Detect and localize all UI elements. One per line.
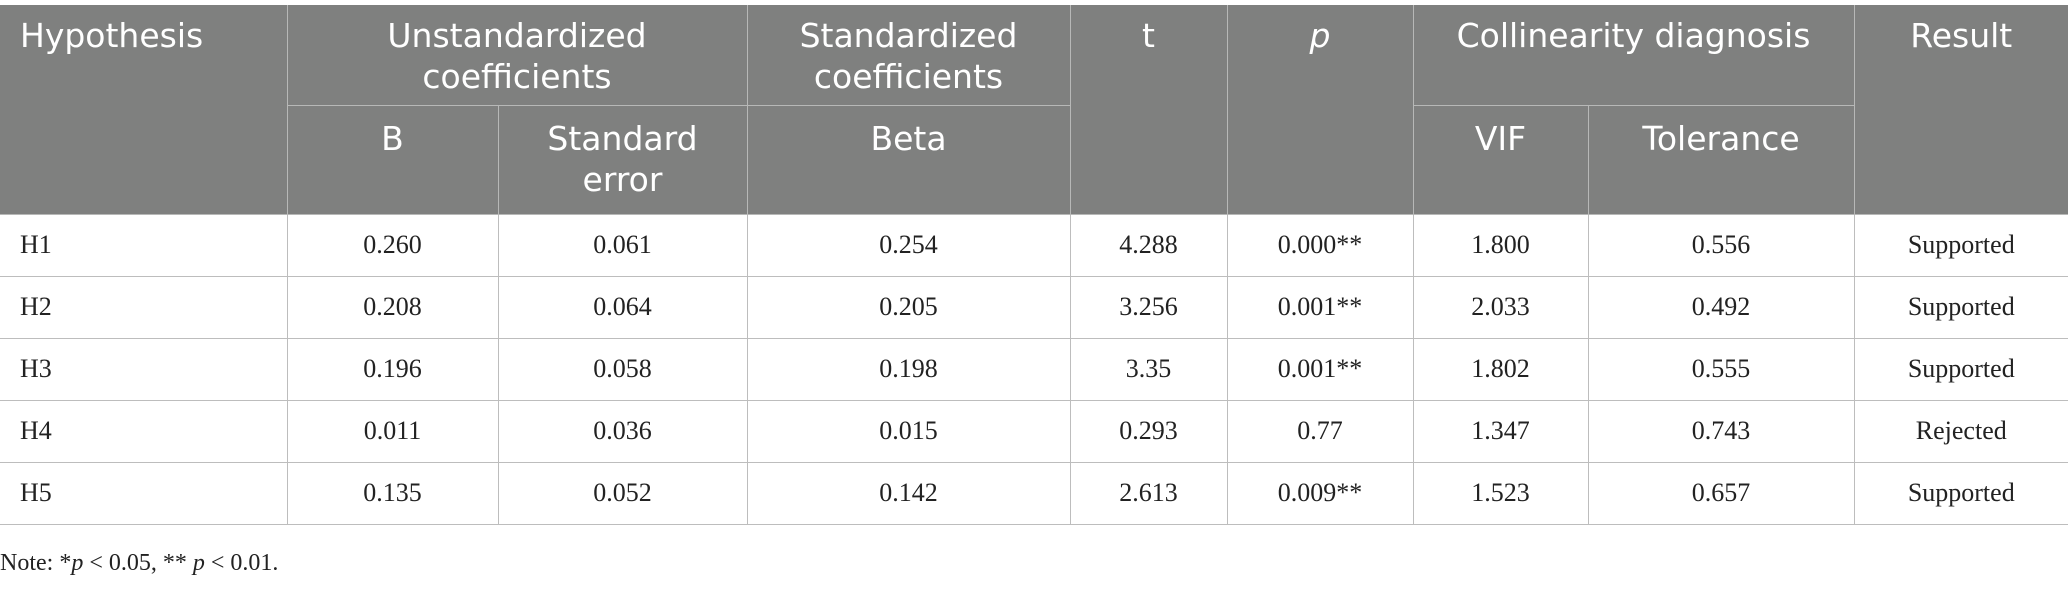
header-unstandardized-coefficients: Unstandardized coefficients — [286, 5, 748, 106]
cell-result: Supported — [1853, 275, 2068, 339]
table-row: H2 0.208 0.064 0.205 3.256 0.001** 2.033… — [0, 275, 2068, 339]
header-collinearity-diagnosis: Collinearity diagnosis — [1412, 5, 1855, 106]
cell-vif: 1.347 — [1412, 399, 1589, 463]
cell-vif: 1.800 — [1412, 213, 1589, 277]
cell-vif: 1.802 — [1412, 337, 1589, 401]
cell-result: Supported — [1853, 213, 2068, 277]
cell-t: 2.613 — [1069, 461, 1228, 525]
cell-t: 3.35 — [1069, 337, 1228, 401]
cell-p: 0.000** — [1226, 213, 1414, 277]
cell-beta: 0.142 — [746, 461, 1071, 525]
cell-p: 0.009** — [1226, 461, 1414, 525]
table-note: Note: *p < 0.05, ** p < 0.01. — [0, 550, 278, 577]
header-beta: Beta — [746, 105, 1071, 215]
note-mid: < 0.05, ** — [83, 550, 193, 576]
header-b: B — [287, 105, 499, 215]
cell-b: 0.011 — [286, 399, 499, 463]
cell-tolerance: 0.657 — [1587, 461, 1855, 525]
cell-result: Supported — [1853, 461, 2068, 525]
cell-p: 0.001** — [1226, 275, 1414, 339]
cell-beta: 0.205 — [746, 275, 1071, 339]
note-suffix: < 0.01. — [204, 550, 279, 576]
cell-beta: 0.254 — [746, 213, 1071, 277]
cell-tolerance: 0.492 — [1587, 275, 1855, 339]
header-t: t — [1069, 5, 1228, 215]
cell-hypothesis: H3 — [0, 337, 288, 401]
cell-tolerance: 0.743 — [1587, 399, 1855, 463]
cell-standard-error: 0.064 — [497, 275, 748, 339]
table-row: H5 0.135 0.052 0.142 2.613 0.009** 1.523… — [0, 461, 2068, 525]
cell-hypothesis: H1 — [0, 213, 288, 277]
cell-standard-error: 0.052 — [497, 461, 748, 525]
header-result: Result — [1853, 5, 2068, 215]
cell-beta: 0.015 — [746, 399, 1071, 463]
header-standardized-coefficients: Standardized coefficients — [746, 5, 1071, 106]
header-row-top: Hypothesis Unstandardized coefficients S… — [0, 5, 2068, 215]
cell-tolerance: 0.556 — [1587, 213, 1855, 277]
header-standard-error: Standard error — [497, 105, 748, 215]
cell-result: Rejected — [1853, 399, 2068, 463]
header-tolerance: Tolerance — [1587, 105, 1855, 215]
cell-result: Supported — [1853, 337, 2068, 401]
note-prefix: Note: * — [0, 550, 72, 576]
cell-t: 4.288 — [1069, 213, 1228, 277]
cell-standard-error: 0.036 — [497, 399, 748, 463]
cell-b: 0.260 — [286, 213, 499, 277]
table-header: Hypothesis Unstandardized coefficients S… — [0, 5, 2068, 215]
regression-results-table: Hypothesis Unstandardized coefficients S… — [0, 5, 2068, 525]
cell-vif: 1.523 — [1412, 461, 1589, 525]
cell-t: 0.293 — [1069, 399, 1228, 463]
header-vif: VIF — [1412, 105, 1589, 215]
cell-hypothesis: H4 — [0, 399, 288, 463]
header-p: p — [1226, 5, 1414, 215]
cell-hypothesis: H5 — [0, 461, 288, 525]
header-row-sub: B Standard error Beta VIF Tolerance — [0, 105, 2068, 215]
cell-beta: 0.198 — [746, 337, 1071, 401]
cell-standard-error: 0.061 — [497, 213, 748, 277]
note-p-symbol: p — [71, 550, 84, 576]
table-body: H1 0.260 0.061 0.254 4.288 0.000** 1.800… — [0, 213, 2068, 525]
table-row: H3 0.196 0.058 0.198 3.35 0.001** 1.802 … — [0, 337, 2068, 401]
cell-standard-error: 0.058 — [497, 337, 748, 401]
cell-p: 0.001** — [1226, 337, 1414, 401]
cell-hypothesis: H2 — [0, 275, 288, 339]
cell-b: 0.196 — [286, 337, 499, 401]
note-p-symbol: p — [192, 550, 205, 576]
cell-b: 0.208 — [286, 275, 499, 339]
cell-b: 0.135 — [286, 461, 499, 525]
cell-tolerance: 0.555 — [1587, 337, 1855, 401]
header-hypothesis: Hypothesis — [0, 5, 288, 215]
table-row: H4 0.011 0.036 0.015 0.293 0.77 1.347 0.… — [0, 399, 2068, 463]
cell-p: 0.77 — [1226, 399, 1414, 463]
table-row: H1 0.260 0.061 0.254 4.288 0.000** 1.800… — [0, 213, 2068, 277]
cell-vif: 2.033 — [1412, 275, 1589, 339]
cell-t: 3.256 — [1069, 275, 1228, 339]
